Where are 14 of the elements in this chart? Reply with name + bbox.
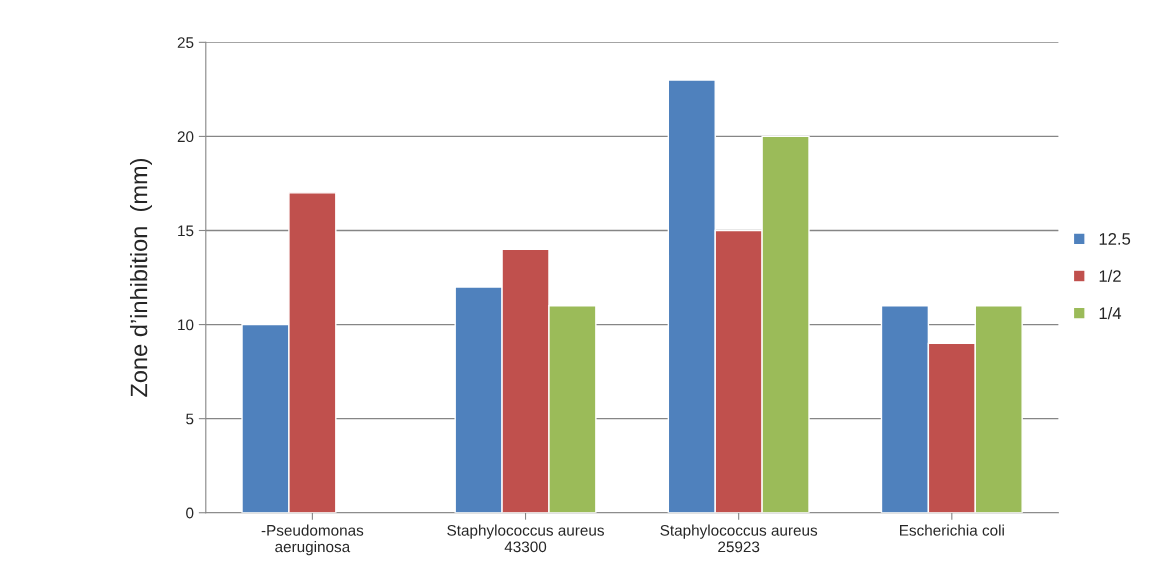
y-tick-label: 5: [186, 413, 194, 425]
y-tick-label: 20: [177, 131, 194, 143]
legend-label: 12.5: [1099, 233, 1131, 245]
x-tick-label: Escherichia coli: [900, 524, 1004, 536]
x-tick-label: -Pseudomonas aeruginosa: [261, 524, 364, 556]
y-axis-title: Zone d’inhibition (mm): [129, 158, 152, 397]
x-tick-label: Staphylococcus aureus 43300: [447, 524, 604, 553]
y-tick-label: 25: [177, 37, 194, 49]
y-tick-label: 15: [178, 225, 194, 237]
y-tick-label: 0: [186, 507, 194, 519]
x-tick-label: Staphylococcus aureus 25923: [660, 524, 818, 553]
legend-label: 1/2: [1099, 269, 1121, 283]
y-tick-label: 10: [178, 319, 194, 331]
legend-label: 1/4: [1099, 306, 1122, 320]
